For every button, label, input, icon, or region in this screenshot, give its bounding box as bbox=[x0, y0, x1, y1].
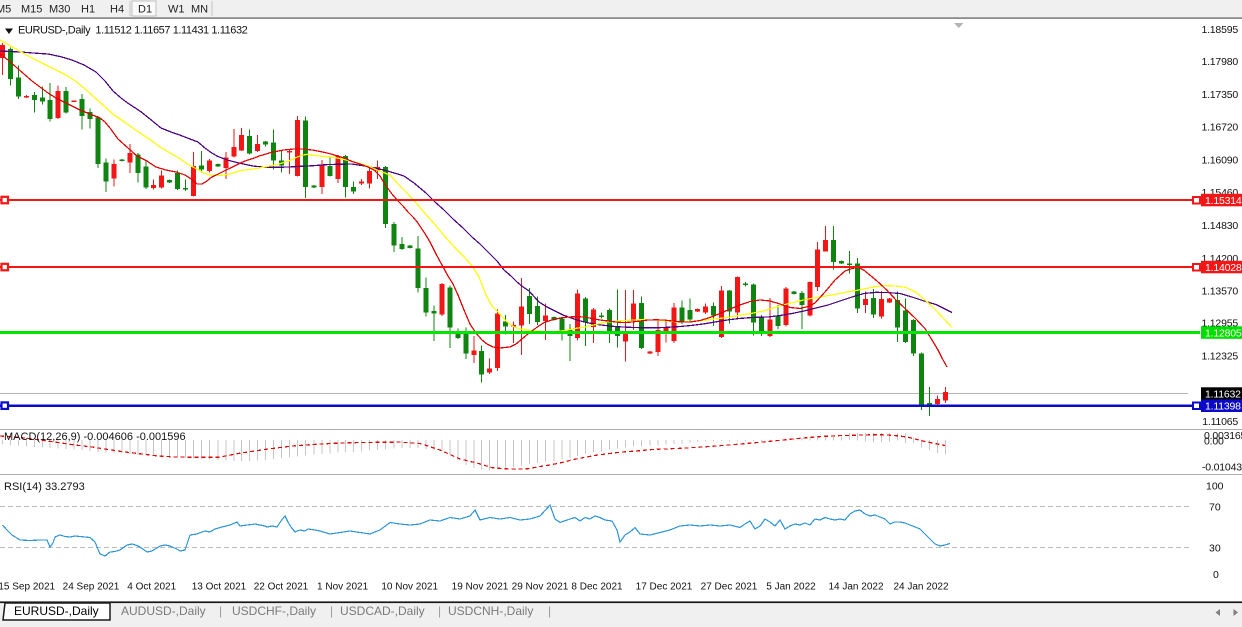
svg-text:1.14028: 1.14028 bbox=[1205, 262, 1242, 274]
svg-text:1.11065: 1.11065 bbox=[1202, 416, 1238, 428]
svg-text:D1: D1 bbox=[138, 4, 152, 16]
svg-text:1.11632: 1.11632 bbox=[1205, 388, 1241, 400]
svg-text:22 Oct 2021: 22 Oct 2021 bbox=[254, 582, 309, 593]
svg-text:0.003165: 0.003165 bbox=[1204, 430, 1242, 442]
svg-text:24 Jan 2022: 24 Jan 2022 bbox=[893, 582, 948, 593]
svg-text:M30: M30 bbox=[49, 4, 70, 16]
svg-text:30: 30 bbox=[1209, 542, 1221, 554]
svg-text:13 Oct 2021: 13 Oct 2021 bbox=[192, 582, 247, 593]
svg-text:|: | bbox=[330, 604, 333, 618]
svg-text:USDCAD-,Daily: USDCAD-,Daily bbox=[340, 604, 425, 618]
svg-text:10 Nov 2021: 10 Nov 2021 bbox=[381, 582, 438, 593]
svg-text:1.18595: 1.18595 bbox=[1201, 24, 1238, 36]
svg-text:|: | bbox=[219, 604, 222, 618]
svg-text:1.16090: 1.16090 bbox=[1201, 154, 1238, 166]
svg-text:0.00: 0.00 bbox=[1204, 435, 1224, 447]
svg-text:1.16720: 1.16720 bbox=[1201, 122, 1238, 134]
svg-text:1.12325: 1.12325 bbox=[1201, 350, 1238, 362]
svg-text:1 Nov 2021: 1 Nov 2021 bbox=[317, 582, 369, 593]
svg-text:1.13570: 1.13570 bbox=[1201, 286, 1238, 298]
svg-text:M5: M5 bbox=[0, 4, 11, 16]
svg-text:1.12805: 1.12805 bbox=[1205, 327, 1242, 339]
svg-text:4 Oct 2021: 4 Oct 2021 bbox=[127, 582, 176, 593]
svg-text:29 Nov 2021: 29 Nov 2021 bbox=[512, 582, 569, 593]
svg-text:MACD(12,26,9) -0.004606 -0.001: MACD(12,26,9) -0.004606 -0.001596 bbox=[4, 431, 186, 443]
svg-text:|: | bbox=[548, 604, 551, 618]
svg-text:MN: MN bbox=[191, 4, 208, 16]
svg-text:USDCNH-,Daily: USDCNH-,Daily bbox=[448, 604, 533, 618]
svg-text:EURUSD-,Daily 1.11512 1.11657: EURUSD-,Daily 1.11512 1.11657 1.11431 1.… bbox=[18, 25, 248, 37]
svg-text:1.14830: 1.14830 bbox=[1201, 220, 1238, 232]
svg-text:24 Sep 2021: 24 Sep 2021 bbox=[63, 582, 120, 593]
svg-text:H1: H1 bbox=[81, 4, 95, 16]
svg-text:1.15314: 1.15314 bbox=[1205, 195, 1242, 207]
svg-text:8 Dec 2021: 8 Dec 2021 bbox=[571, 582, 623, 593]
svg-text:USDCHF-,Daily: USDCHF-,Daily bbox=[232, 604, 316, 618]
svg-text:27 Dec 2021: 27 Dec 2021 bbox=[701, 582, 758, 593]
svg-text:15 Sep 2021: 15 Sep 2021 bbox=[0, 582, 55, 593]
svg-text:M15: M15 bbox=[21, 4, 42, 16]
svg-text:5 Jan 2022: 5 Jan 2022 bbox=[766, 582, 816, 593]
svg-text:1.17350: 1.17350 bbox=[1201, 89, 1238, 101]
svg-text:|: | bbox=[438, 604, 441, 618]
svg-text:100: 100 bbox=[1206, 480, 1224, 492]
svg-text:1.17980: 1.17980 bbox=[1201, 56, 1238, 68]
svg-text:AUDUSD-,Daily: AUDUSD-,Daily bbox=[121, 604, 206, 618]
svg-text:17 Dec 2021: 17 Dec 2021 bbox=[636, 582, 693, 593]
svg-text:1.11398: 1.11398 bbox=[1205, 401, 1241, 413]
svg-text:19 Nov 2021: 19 Nov 2021 bbox=[452, 582, 509, 593]
svg-text:EURUSD-,Daily: EURUSD-,Daily bbox=[14, 604, 99, 618]
svg-text:0: 0 bbox=[1213, 569, 1219, 581]
svg-text:W1: W1 bbox=[168, 4, 185, 16]
svg-text:14 Jan 2022: 14 Jan 2022 bbox=[828, 582, 883, 593]
svg-text:H4: H4 bbox=[110, 4, 124, 16]
svg-text:70: 70 bbox=[1209, 501, 1221, 513]
svg-text:RSI(14) 33.2793: RSI(14) 33.2793 bbox=[4, 481, 85, 493]
